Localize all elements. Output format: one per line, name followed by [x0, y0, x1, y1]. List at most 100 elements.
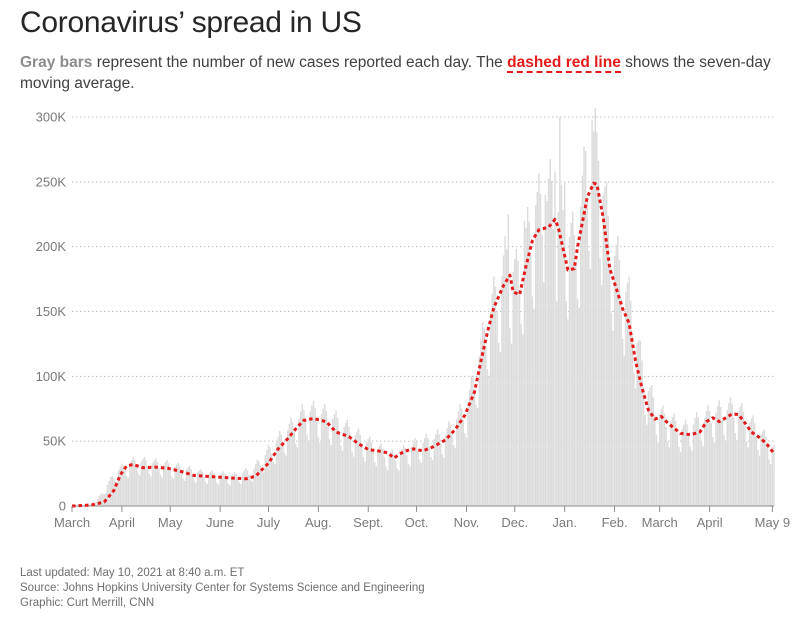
- daily-case-bar: [726, 409, 729, 506]
- daily-case-bar: [671, 417, 674, 506]
- daily-case-bar: [649, 387, 651, 506]
- daily-case-bar: [343, 426, 345, 506]
- daily-case-bar: [628, 276, 630, 506]
- daily-case-bar: [249, 480, 252, 506]
- daily-case-bar: [599, 257, 601, 506]
- daily-case-bar: [539, 193, 542, 506]
- daily-case-bar: [489, 311, 492, 506]
- daily-case-bar: [208, 474, 210, 506]
- daily-case-bar: [768, 459, 770, 506]
- daily-case-bar: [209, 472, 212, 506]
- daily-case-bar: [747, 447, 749, 506]
- daily-case-bar: [675, 420, 677, 506]
- daily-case-bar: [142, 458, 144, 506]
- x-tick-label: May: [158, 515, 183, 530]
- daily-case-bar: [673, 413, 675, 506]
- daily-case-bar: [180, 472, 183, 506]
- daily-case-bar: [451, 433, 453, 506]
- subtitle-dashed-red-line: dashed red line: [507, 54, 621, 73]
- daily-case-bar: [518, 289, 521, 506]
- daily-case-bar: [161, 477, 163, 506]
- daily-case-bar: [462, 419, 464, 506]
- daily-case-bar: [654, 415, 656, 506]
- daily-case-bar: [399, 453, 402, 506]
- daily-case-bar: [167, 463, 170, 506]
- daily-case-bar: [493, 276, 495, 506]
- daily-case-bar: [233, 471, 236, 506]
- daily-case-bar: [190, 469, 192, 506]
- daily-case-bar: [224, 473, 226, 506]
- daily-case-bar: [203, 476, 205, 506]
- daily-case-bar: [530, 255, 532, 506]
- daily-case-bar: [555, 301, 558, 506]
- daily-case-bar: [439, 443, 442, 506]
- daily-case-bar: [386, 470, 389, 506]
- daily-case-bar: [227, 483, 229, 506]
- daily-case-bar: [245, 468, 247, 506]
- daily-case-bar: [351, 451, 353, 506]
- daily-case-bar: [206, 483, 208, 506]
- graphic-credit: Graphic: Curt Merrill, CNN: [20, 597, 155, 609]
- daily-case-bar: [514, 259, 516, 506]
- daily-case-bar: [140, 461, 142, 506]
- daily-case-bar: [261, 471, 263, 506]
- daily-case-bar: [763, 429, 766, 506]
- daily-case-bar: [448, 421, 450, 506]
- daily-case-bar: [88, 504, 91, 506]
- daily-case-bar: [393, 454, 395, 506]
- daily-case-bar: [454, 448, 456, 506]
- daily-case-bar: [602, 194, 605, 506]
- daily-case-bar: [745, 441, 748, 506]
- y-tick-label: 0: [59, 499, 66, 514]
- subtitle-text-1: represent the number of new cases report…: [92, 54, 508, 71]
- daily-case-bar: [391, 449, 394, 506]
- daily-case-bar: [422, 442, 424, 506]
- daily-case-bar: [212, 472, 215, 506]
- daily-case-bar: [211, 470, 213, 506]
- subtitle-gray-bars: Gray bars: [20, 54, 93, 71]
- daily-case-bar: [452, 445, 455, 506]
- daily-case-bar: [163, 464, 165, 506]
- daily-case-bar: [335, 410, 337, 506]
- daily-case-bar: [222, 471, 225, 506]
- daily-case-bar: [634, 388, 637, 506]
- daily-case-bar: [723, 435, 725, 506]
- daily-case-bar: [644, 414, 646, 506]
- daily-case-bar: [536, 191, 539, 506]
- daily-case-bar: [695, 412, 698, 506]
- daily-case-bar: [330, 445, 332, 506]
- daily-case-bar: [372, 451, 374, 506]
- daily-case-bar: [269, 447, 271, 506]
- daily-case-bar: [108, 480, 110, 506]
- daily-case-bar: [369, 436, 371, 506]
- daily-case-bar: [491, 293, 493, 506]
- daily-case-bar: [739, 406, 741, 506]
- daily-case-bar: [704, 417, 706, 506]
- daily-case-bar: [770, 464, 772, 506]
- daily-case-bar: [130, 460, 133, 506]
- daily-case-bar: [560, 184, 563, 506]
- daily-case-bar: [238, 482, 241, 506]
- daily-case-bar: [752, 415, 754, 506]
- daily-case-bar: [592, 131, 595, 507]
- daily-case-bar: [303, 409, 305, 506]
- daily-case-bar: [499, 351, 502, 506]
- daily-case-bar: [232, 474, 234, 506]
- daily-case-bar: [362, 457, 365, 506]
- daily-case-bar: [604, 186, 606, 506]
- daily-case-bar: [146, 466, 149, 506]
- daily-case-bar: [137, 472, 139, 506]
- daily-case-bar: [443, 457, 445, 506]
- daily-case-bar: [705, 411, 708, 506]
- daily-case-bar: [349, 438, 352, 506]
- daily-case-bar: [301, 404, 303, 506]
- daily-case-bar: [650, 385, 653, 506]
- daily-case-bar: [278, 431, 281, 506]
- daily-case-bar: [332, 418, 334, 506]
- daily-case-bar: [594, 108, 597, 506]
- daily-case-bar: [510, 343, 513, 506]
- daily-case-bar: [460, 408, 463, 506]
- daily-case-bar: [629, 300, 632, 506]
- daily-case-bar: [744, 425, 746, 506]
- daily-case-bar: [504, 236, 506, 506]
